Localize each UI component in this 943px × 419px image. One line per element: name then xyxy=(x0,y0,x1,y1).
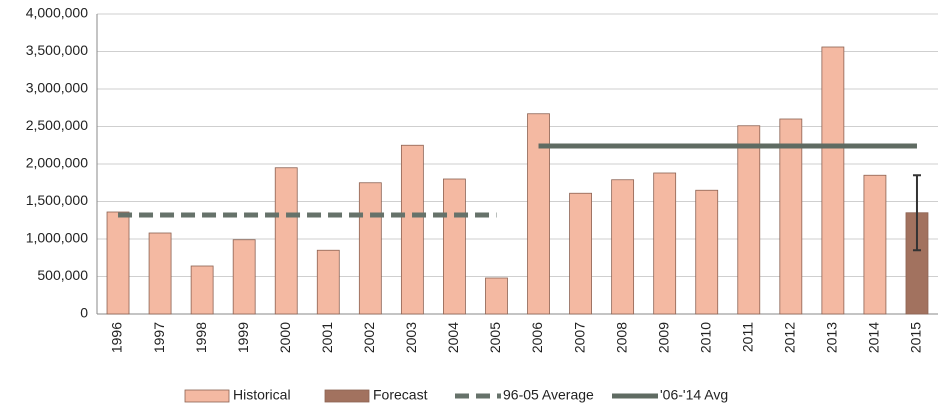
x-tick-label: 2013 xyxy=(824,322,840,353)
y-tick-label: 3,000,000 xyxy=(26,80,88,96)
legend-swatch xyxy=(184,389,230,403)
x-tick-label: 2007 xyxy=(571,322,587,353)
x-tick-label: 1998 xyxy=(193,322,209,353)
bar xyxy=(358,182,382,315)
x-tick-label: 2003 xyxy=(403,322,419,353)
x-tick-label: 2000 xyxy=(277,322,293,353)
bar xyxy=(274,167,298,315)
x-tick-label: 2002 xyxy=(361,322,377,353)
x-tick-label: 1996 xyxy=(109,322,125,353)
legend-label: 96-05 Average xyxy=(503,387,594,403)
bar xyxy=(821,46,845,315)
x-tick-label: 2006 xyxy=(529,322,545,353)
bar xyxy=(232,239,256,315)
x-tick-label: 2004 xyxy=(445,322,461,353)
x-tick-label: 2011 xyxy=(739,322,755,352)
y-tick-label: 1,000,000 xyxy=(26,230,88,246)
x-tick-label: 2008 xyxy=(613,322,629,353)
bar xyxy=(527,113,550,315)
legend-label: Forecast xyxy=(373,387,428,403)
bar xyxy=(106,211,130,315)
y-tick-label: 2,000,000 xyxy=(26,155,88,171)
bar xyxy=(316,249,340,315)
legend-label: '06-'14 Avg xyxy=(660,387,728,403)
x-tick-label: 1997 xyxy=(151,322,167,353)
bar xyxy=(400,144,424,315)
x-tick-label: 2014 xyxy=(866,322,882,353)
bar xyxy=(443,178,466,315)
legend-swatch xyxy=(324,389,370,403)
x-tick-label: 1999 xyxy=(235,322,251,353)
legend-label: Historical xyxy=(233,387,291,403)
bar xyxy=(190,265,214,315)
bar xyxy=(611,179,635,315)
x-tick-label: 2009 xyxy=(655,322,671,353)
y-tick-label: 2,500,000 xyxy=(26,117,88,133)
x-tick-label: 2015 xyxy=(908,322,924,353)
error-bar xyxy=(912,174,921,252)
bar xyxy=(737,125,761,315)
bar xyxy=(863,174,887,315)
y-tick-label: 3,500,000 xyxy=(26,42,88,58)
bar xyxy=(779,118,803,315)
bar xyxy=(485,277,508,315)
y-tick-label: 1,500,000 xyxy=(26,192,88,208)
y-tick-label: 4,000,000 xyxy=(26,5,88,21)
x-tick-label: 2001 xyxy=(319,322,335,353)
y-tick-label: 500,000 xyxy=(37,267,88,283)
bar xyxy=(653,172,677,315)
bar xyxy=(148,232,172,315)
x-tick-label: 2010 xyxy=(697,322,713,353)
x-tick-label: 2012 xyxy=(782,322,798,353)
y-tick-label: 0 xyxy=(80,305,88,321)
bar xyxy=(569,192,592,315)
bar xyxy=(695,189,719,315)
x-tick-label: 2005 xyxy=(487,322,503,353)
